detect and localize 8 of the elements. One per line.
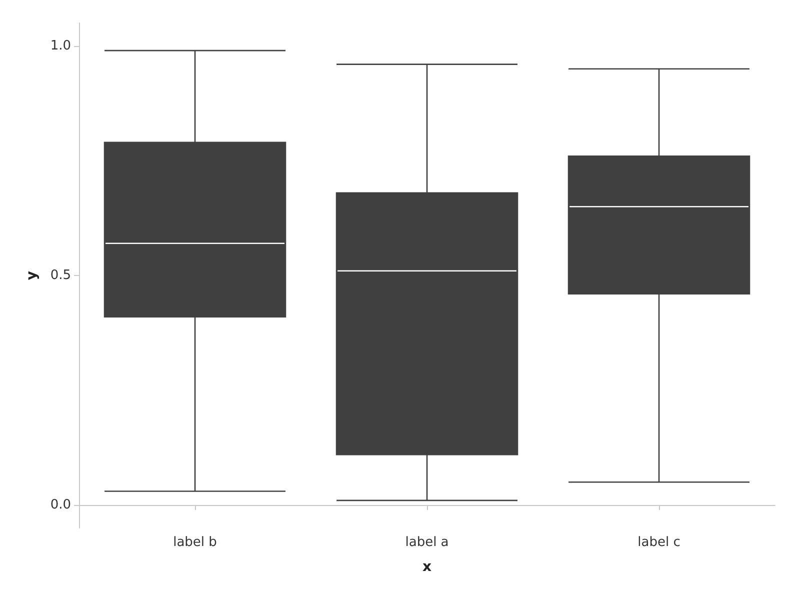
x-tick-label: label b: [173, 535, 217, 550]
y-tick-label: 0.0: [50, 498, 71, 513]
y-axis-title: y: [24, 270, 40, 280]
x-axis-title: x: [422, 559, 432, 575]
x-tick-label: label a: [405, 535, 449, 550]
y-tick-label: 1.0: [50, 38, 71, 54]
x-tick-label: label c: [638, 535, 680, 550]
y-tick-label: 0.5: [50, 268, 71, 283]
